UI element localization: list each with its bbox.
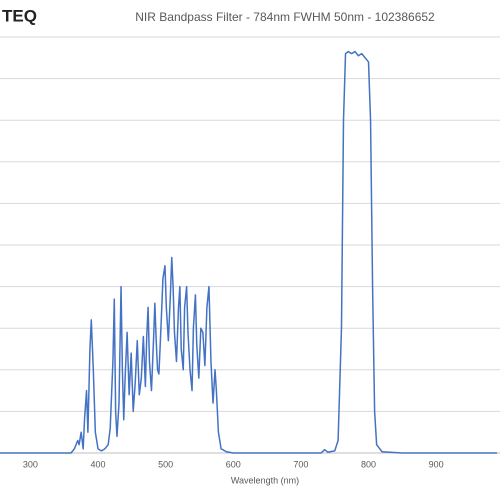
chart-title: NIR Bandpass Filter - 784nm FWHM 50nm - … bbox=[135, 10, 435, 24]
x-tick-label: 300 bbox=[23, 459, 38, 469]
x-tick-label: 500 bbox=[158, 459, 173, 469]
data-line bbox=[0, 50, 497, 454]
logo: TEQ bbox=[2, 6, 37, 25]
x-tick-label: 600 bbox=[226, 459, 241, 469]
x-tick-label: 900 bbox=[429, 459, 444, 469]
x-tick-label: 800 bbox=[361, 459, 376, 469]
x-tick-label: 400 bbox=[91, 459, 106, 469]
x-axis-label: Wavelength (nm) bbox=[231, 475, 299, 485]
x-tick-label: 700 bbox=[293, 459, 308, 469]
